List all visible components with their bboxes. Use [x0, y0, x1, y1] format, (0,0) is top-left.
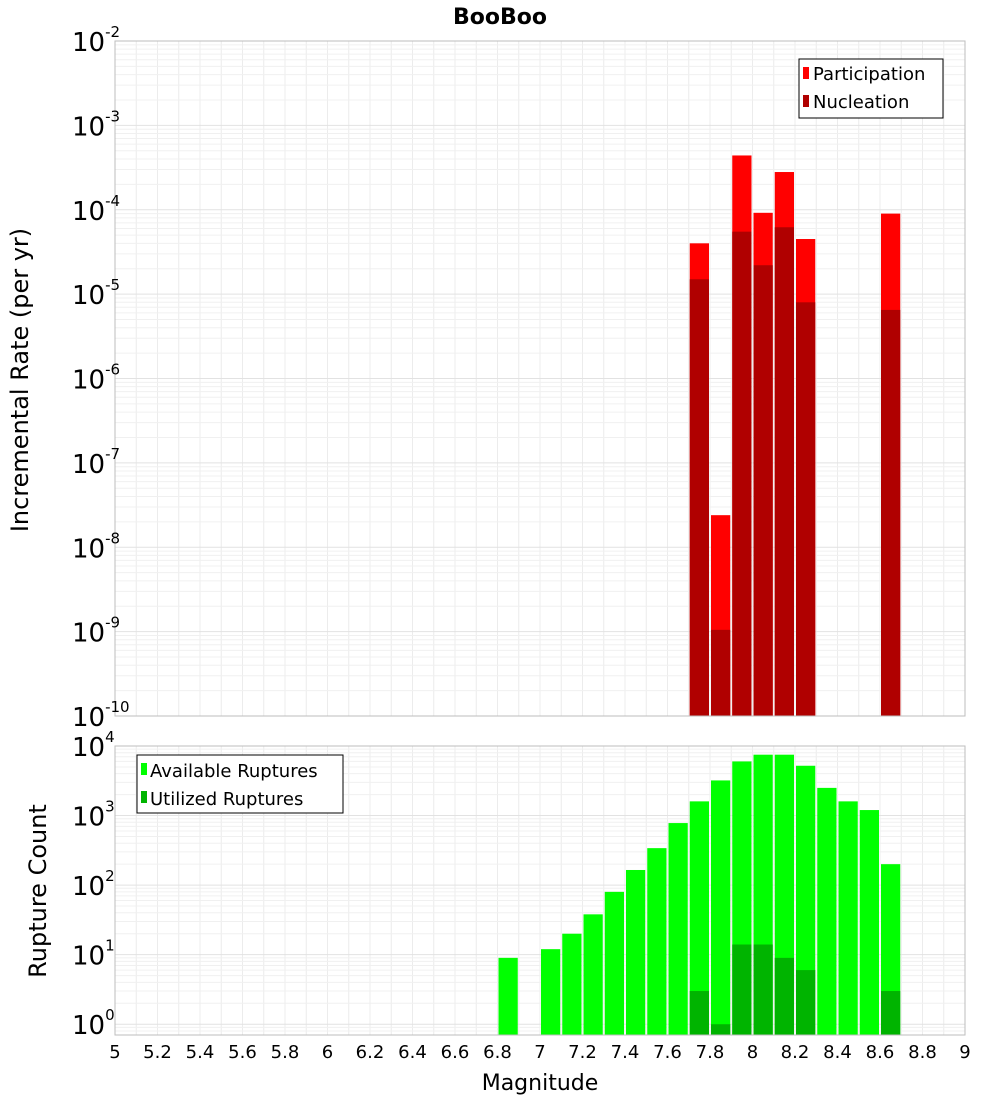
top-bars: [689, 155, 901, 717]
bottom-plot-area: 100 101 102 103 104 5 5.2 5.4 5.6 5.8 6 6.2 6.4 6.6 6…: [72, 728, 971, 1063]
top-grid: [114, 40, 966, 717]
top-y-tick-label: 10-5: [72, 276, 120, 311]
x-tick-label: 6.2: [356, 1042, 385, 1063]
x-tick-label: 5.4: [186, 1042, 215, 1063]
x-tick-label: 8.2: [781, 1042, 810, 1063]
bottom-bar-utilized-ruptures: [732, 944, 752, 1035]
bottom-legend: Available Ruptures Utilized Ruptures: [136, 754, 344, 814]
top-bar-nucleation: [732, 231, 752, 716]
top-y-tick-label: 10-8: [72, 529, 120, 564]
top-bar-nucleation: [796, 302, 816, 716]
top-bar-nucleation: [689, 279, 709, 716]
x-tick-label: 7.4: [611, 1042, 640, 1063]
bottom-bar-available-ruptures: [541, 949, 561, 1035]
bottom-y-tick-label: 100: [72, 1006, 115, 1041]
top-plot-area: 10-10 10-9 10-8 10-7 10-6 10-5 10-4 10-3 10-2 Pa…: [72, 23, 966, 733]
bottom-bar-utilized-ruptures: [711, 1024, 731, 1035]
x-tick-label: 5.6: [228, 1042, 257, 1063]
top-y-tick-label: 10-6: [72, 361, 120, 396]
legend-swatch-participation: [803, 67, 809, 79]
bottom-bar-available-ruptures: [817, 787, 837, 1035]
x-tick-label: 8.6: [866, 1042, 895, 1063]
top-y-tick-label: 10-9: [72, 614, 120, 649]
top-y-tick-label: 10-7: [72, 445, 120, 480]
x-tick-label: 8.8: [908, 1042, 937, 1063]
x-axis-label: Magnitude: [482, 1071, 599, 1096]
x-tick-label: 9: [959, 1042, 970, 1063]
bottom-bar-available-ruptures: [859, 810, 879, 1035]
x-tick-label: 5.2: [143, 1042, 172, 1063]
top-bar-nucleation: [774, 227, 794, 716]
x-tick-label: 6.8: [483, 1042, 512, 1063]
top-y-tick-label: 10-10: [72, 698, 130, 733]
bottom-bar-utilized-ruptures: [881, 991, 901, 1035]
x-tick-label: 7.8: [696, 1042, 725, 1063]
bottom-bar-available-ruptures: [498, 957, 518, 1035]
bottom-bar-available-ruptures: [838, 801, 858, 1035]
x-tick-label: 5.8: [271, 1042, 300, 1063]
legend-label-participation: Participation: [813, 64, 925, 85]
legend-swatch-utilized: [141, 791, 147, 803]
x-tick-label: 6.6: [441, 1042, 470, 1063]
bottom-bar-available-ruptures: [711, 780, 731, 1035]
legend-label-nucleation: Nucleation: [813, 92, 909, 113]
bottom-bar-available-ruptures: [604, 891, 624, 1035]
chart-title: BooBoo: [453, 5, 547, 30]
bottom-bar-available-ruptures: [626, 869, 646, 1035]
bottom-y-axis-label: Rupture Count: [24, 804, 52, 978]
bottom-bar-utilized-ruptures: [796, 970, 816, 1035]
bottom-bars: [498, 754, 901, 1035]
top-bar-nucleation: [753, 265, 773, 716]
legend-swatch-available: [141, 763, 147, 775]
top-y-ticks: 10-10 10-9 10-8 10-7 10-6 10-5 10-4 10-3 10-2: [72, 23, 130, 733]
bottom-y-tick-label: 102: [72, 867, 115, 902]
top-y-tick-label: 10-4: [72, 192, 120, 227]
top-y-tick-label: 10-2: [72, 23, 120, 58]
x-ticks: 5 5.2 5.4 5.6 5.8 6 6.2 6.4 6.6 6.8 7 7.2 7.4 7.6 7.8 8…: [109, 1042, 970, 1063]
legend-swatch-nucleation: [803, 95, 809, 107]
bottom-bar-utilized-ruptures: [753, 944, 773, 1035]
x-tick-label: 6.4: [398, 1042, 427, 1063]
bottom-plot-border: [114, 745, 966, 1036]
x-tick-label: 8: [747, 1042, 758, 1063]
bottom-bar-available-ruptures: [583, 914, 603, 1035]
bottom-y-tick-label: 103: [72, 798, 115, 833]
top-y-axis-label: Incremental Rate (per yr): [6, 228, 34, 532]
bottom-bar-available-ruptures: [562, 933, 582, 1035]
bottom-bar-available-ruptures: [647, 848, 667, 1035]
top-y-tick-label: 10-3: [72, 107, 120, 142]
x-tick-label: 7.6: [653, 1042, 682, 1063]
bottom-y-tick-label: 104: [72, 728, 115, 763]
bottom-bar-utilized-ruptures: [774, 957, 794, 1035]
bottom-bar-available-ruptures: [668, 823, 688, 1035]
bottom-bar-available-ruptures: [796, 765, 816, 1035]
x-tick-label: 8.4: [823, 1042, 852, 1063]
top-legend: Participation Nucleation: [798, 58, 944, 119]
bottom-bar-available-ruptures: [689, 801, 709, 1035]
bottom-bar-utilized-ruptures: [689, 991, 709, 1035]
bottom-y-tick-label: 101: [72, 937, 115, 972]
x-tick-label: 6: [322, 1042, 333, 1063]
top-bar-nucleation: [881, 309, 901, 716]
legend-label-available: Available Ruptures: [150, 761, 318, 782]
x-tick-label: 5: [109, 1042, 120, 1063]
top-plot-border: [114, 40, 966, 717]
x-tick-label: 7.2: [568, 1042, 597, 1063]
bottom-y-ticks: 100 101 102 103 104: [72, 728, 115, 1041]
top-bar-nucleation: [711, 629, 731, 716]
x-tick-label: 7: [534, 1042, 545, 1063]
legend-label-utilized: Utilized Ruptures: [150, 789, 303, 810]
